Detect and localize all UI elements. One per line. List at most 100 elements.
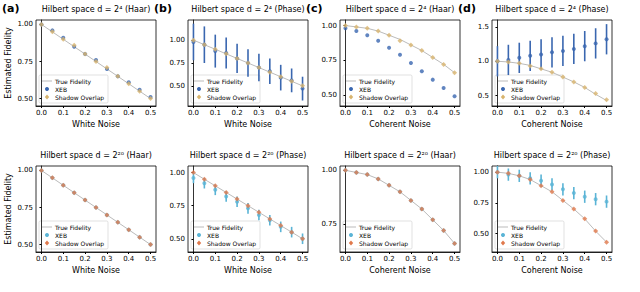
svg-text:0.1: 0.1 <box>210 255 221 263</box>
svg-text:XEB: XEB <box>55 232 67 239</box>
svg-text:XEB: XEB <box>207 232 219 239</box>
svg-text:Hilbert space d = 2⁴ (Haar): Hilbert space d = 2⁴ (Haar) <box>42 5 151 14</box>
svg-text:0.2: 0.2 <box>80 255 91 263</box>
svg-text:0.3: 0.3 <box>557 109 568 117</box>
svg-text:Shadow Overlap: Shadow Overlap <box>207 94 256 102</box>
svg-text:True Fidelity: True Fidelity <box>358 78 396 86</box>
svg-text:0.5: 0.5 <box>297 255 308 263</box>
svg-text:0.5: 0.5 <box>601 109 612 117</box>
svg-text:1.00: 1.00 <box>169 169 185 177</box>
svg-text:Estimated Fidelity: Estimated Fidelity <box>4 27 13 99</box>
svg-text:0.1: 0.1 <box>58 255 69 263</box>
svg-text:0.2: 0.2 <box>232 255 243 263</box>
svg-text:True Fidelity: True Fidelity <box>510 78 548 86</box>
svg-text:True Fidelity: True Fidelity <box>510 224 548 232</box>
svg-text:True Fidelity: True Fidelity <box>358 224 396 232</box>
svg-text:Shadow Overlap: Shadow Overlap <box>359 240 408 248</box>
svg-text:XEB: XEB <box>359 232 371 239</box>
svg-text:1.00: 1.00 <box>473 168 489 176</box>
svg-text:0.3: 0.3 <box>405 255 416 263</box>
svg-text:XEB: XEB <box>359 86 371 93</box>
svg-text:(b): (b) <box>154 2 172 15</box>
svg-text:Shadow Overlap: Shadow Overlap <box>207 240 256 248</box>
svg-text:0.5: 0.5 <box>601 255 612 263</box>
svg-text:0.4: 0.4 <box>123 109 135 117</box>
svg-text:0.0: 0.0 <box>340 255 351 263</box>
svg-text:0.0: 0.0 <box>492 109 503 117</box>
svg-text:Hilbert space d = 2²⁰ (Haar): Hilbert space d = 2²⁰ (Haar) <box>344 151 456 160</box>
svg-text:0.0: 0.0 <box>188 109 199 117</box>
svg-text:Shadow Overlap: Shadow Overlap <box>511 94 560 102</box>
svg-text:0.3: 0.3 <box>405 109 416 117</box>
svg-text:0.1: 0.1 <box>362 109 373 117</box>
svg-text:Shadow Overlap: Shadow Overlap <box>55 94 104 102</box>
svg-text:0.0: 0.0 <box>188 255 199 263</box>
svg-text:White Noise: White Noise <box>224 120 272 129</box>
svg-text:0.5: 0.5 <box>449 255 460 263</box>
svg-text:0.2: 0.2 <box>384 109 395 117</box>
svg-text:0.75: 0.75 <box>321 220 337 228</box>
svg-text:0.4: 0.4 <box>275 109 287 117</box>
svg-text:Hilbert space d = 2²⁰ (Phase): Hilbert space d = 2²⁰ (Phase) <box>494 151 610 160</box>
svg-text:0.75: 0.75 <box>17 204 33 212</box>
svg-text:0.1: 0.1 <box>362 255 373 263</box>
svg-text:0.0: 0.0 <box>340 109 351 117</box>
svg-text:0.3: 0.3 <box>101 255 112 263</box>
svg-text:Estimated Fidelity: Estimated Fidelity <box>4 173 13 245</box>
svg-text:0.2: 0.2 <box>536 255 547 263</box>
svg-text:Coherent Noise: Coherent Noise <box>521 120 583 129</box>
svg-text:0.50: 0.50 <box>17 95 33 103</box>
svg-text:1.00: 1.00 <box>169 36 185 44</box>
svg-text:0.4: 0.4 <box>579 109 591 117</box>
svg-text:0.2: 0.2 <box>536 109 547 117</box>
svg-text:True Fidelity: True Fidelity <box>54 78 92 86</box>
svg-text:0.5: 0.5 <box>145 255 156 263</box>
svg-text:0.2: 0.2 <box>232 109 243 117</box>
svg-text:Shadow Overlap: Shadow Overlap <box>511 240 560 248</box>
svg-text:0.0: 0.0 <box>492 255 503 263</box>
svg-text:0.5: 0.5 <box>145 109 156 117</box>
svg-text:XEB: XEB <box>511 86 523 93</box>
svg-text:1.5: 1.5 <box>478 23 489 31</box>
svg-text:0.1: 0.1 <box>514 255 525 263</box>
svg-text:0.5: 0.5 <box>297 109 308 117</box>
svg-text:0.75: 0.75 <box>169 59 185 67</box>
svg-text:0.75: 0.75 <box>473 199 489 207</box>
svg-text:0.4: 0.4 <box>427 255 439 263</box>
svg-text:(a): (a) <box>2 2 19 15</box>
svg-text:0.5: 0.5 <box>449 109 460 117</box>
svg-text:XEB: XEB <box>207 86 219 93</box>
svg-text:1.00: 1.00 <box>321 166 337 174</box>
svg-text:0.75: 0.75 <box>17 58 33 66</box>
svg-text:1.0: 1.0 <box>478 57 489 65</box>
svg-text:0.1: 0.1 <box>210 109 221 117</box>
svg-text:0.50: 0.50 <box>17 241 33 249</box>
svg-text:0.50: 0.50 <box>321 91 337 99</box>
svg-text:0.50: 0.50 <box>473 230 489 238</box>
svg-text:0.2: 0.2 <box>384 255 395 263</box>
svg-text:White Noise: White Noise <box>72 266 120 275</box>
svg-text:True Fidelity: True Fidelity <box>206 78 244 86</box>
svg-text:(d): (d) <box>458 2 476 15</box>
svg-text:Hilbert space d = 2²⁰ (Phase): Hilbert space d = 2²⁰ (Phase) <box>190 151 306 160</box>
svg-text:0.50: 0.50 <box>169 235 185 243</box>
svg-text:0.4: 0.4 <box>123 255 135 263</box>
svg-text:0.0: 0.0 <box>36 109 47 117</box>
svg-text:0.1: 0.1 <box>514 109 525 117</box>
svg-text:XEB: XEB <box>511 232 523 239</box>
svg-text:0.4: 0.4 <box>275 255 287 263</box>
svg-text:Hilbert space d = 2⁴ (Phase): Hilbert space d = 2⁴ (Phase) <box>191 5 304 14</box>
svg-text:Hilbert space d = 2⁴ (Haar): Hilbert space d = 2⁴ (Haar) <box>346 5 455 14</box>
svg-text:XEB: XEB <box>55 86 67 93</box>
svg-text:0.4: 0.4 <box>579 255 591 263</box>
svg-text:0.75: 0.75 <box>321 56 337 64</box>
svg-text:Hilbert space d = 2⁴ (Phase): Hilbert space d = 2⁴ (Phase) <box>495 5 608 14</box>
svg-text:Coherent Noise: Coherent Noise <box>369 266 431 275</box>
svg-text:1.00: 1.00 <box>17 166 33 174</box>
svg-text:True Fidelity: True Fidelity <box>206 224 244 232</box>
svg-text:Shadow Overlap: Shadow Overlap <box>55 240 104 248</box>
svg-text:Hilbert space d = 2²⁰ (Haar): Hilbert space d = 2²⁰ (Haar) <box>40 151 152 160</box>
svg-text:Coherent Noise: Coherent Noise <box>521 266 583 275</box>
svg-text:True Fidelity: True Fidelity <box>54 224 92 232</box>
svg-text:0.4: 0.4 <box>427 109 439 117</box>
